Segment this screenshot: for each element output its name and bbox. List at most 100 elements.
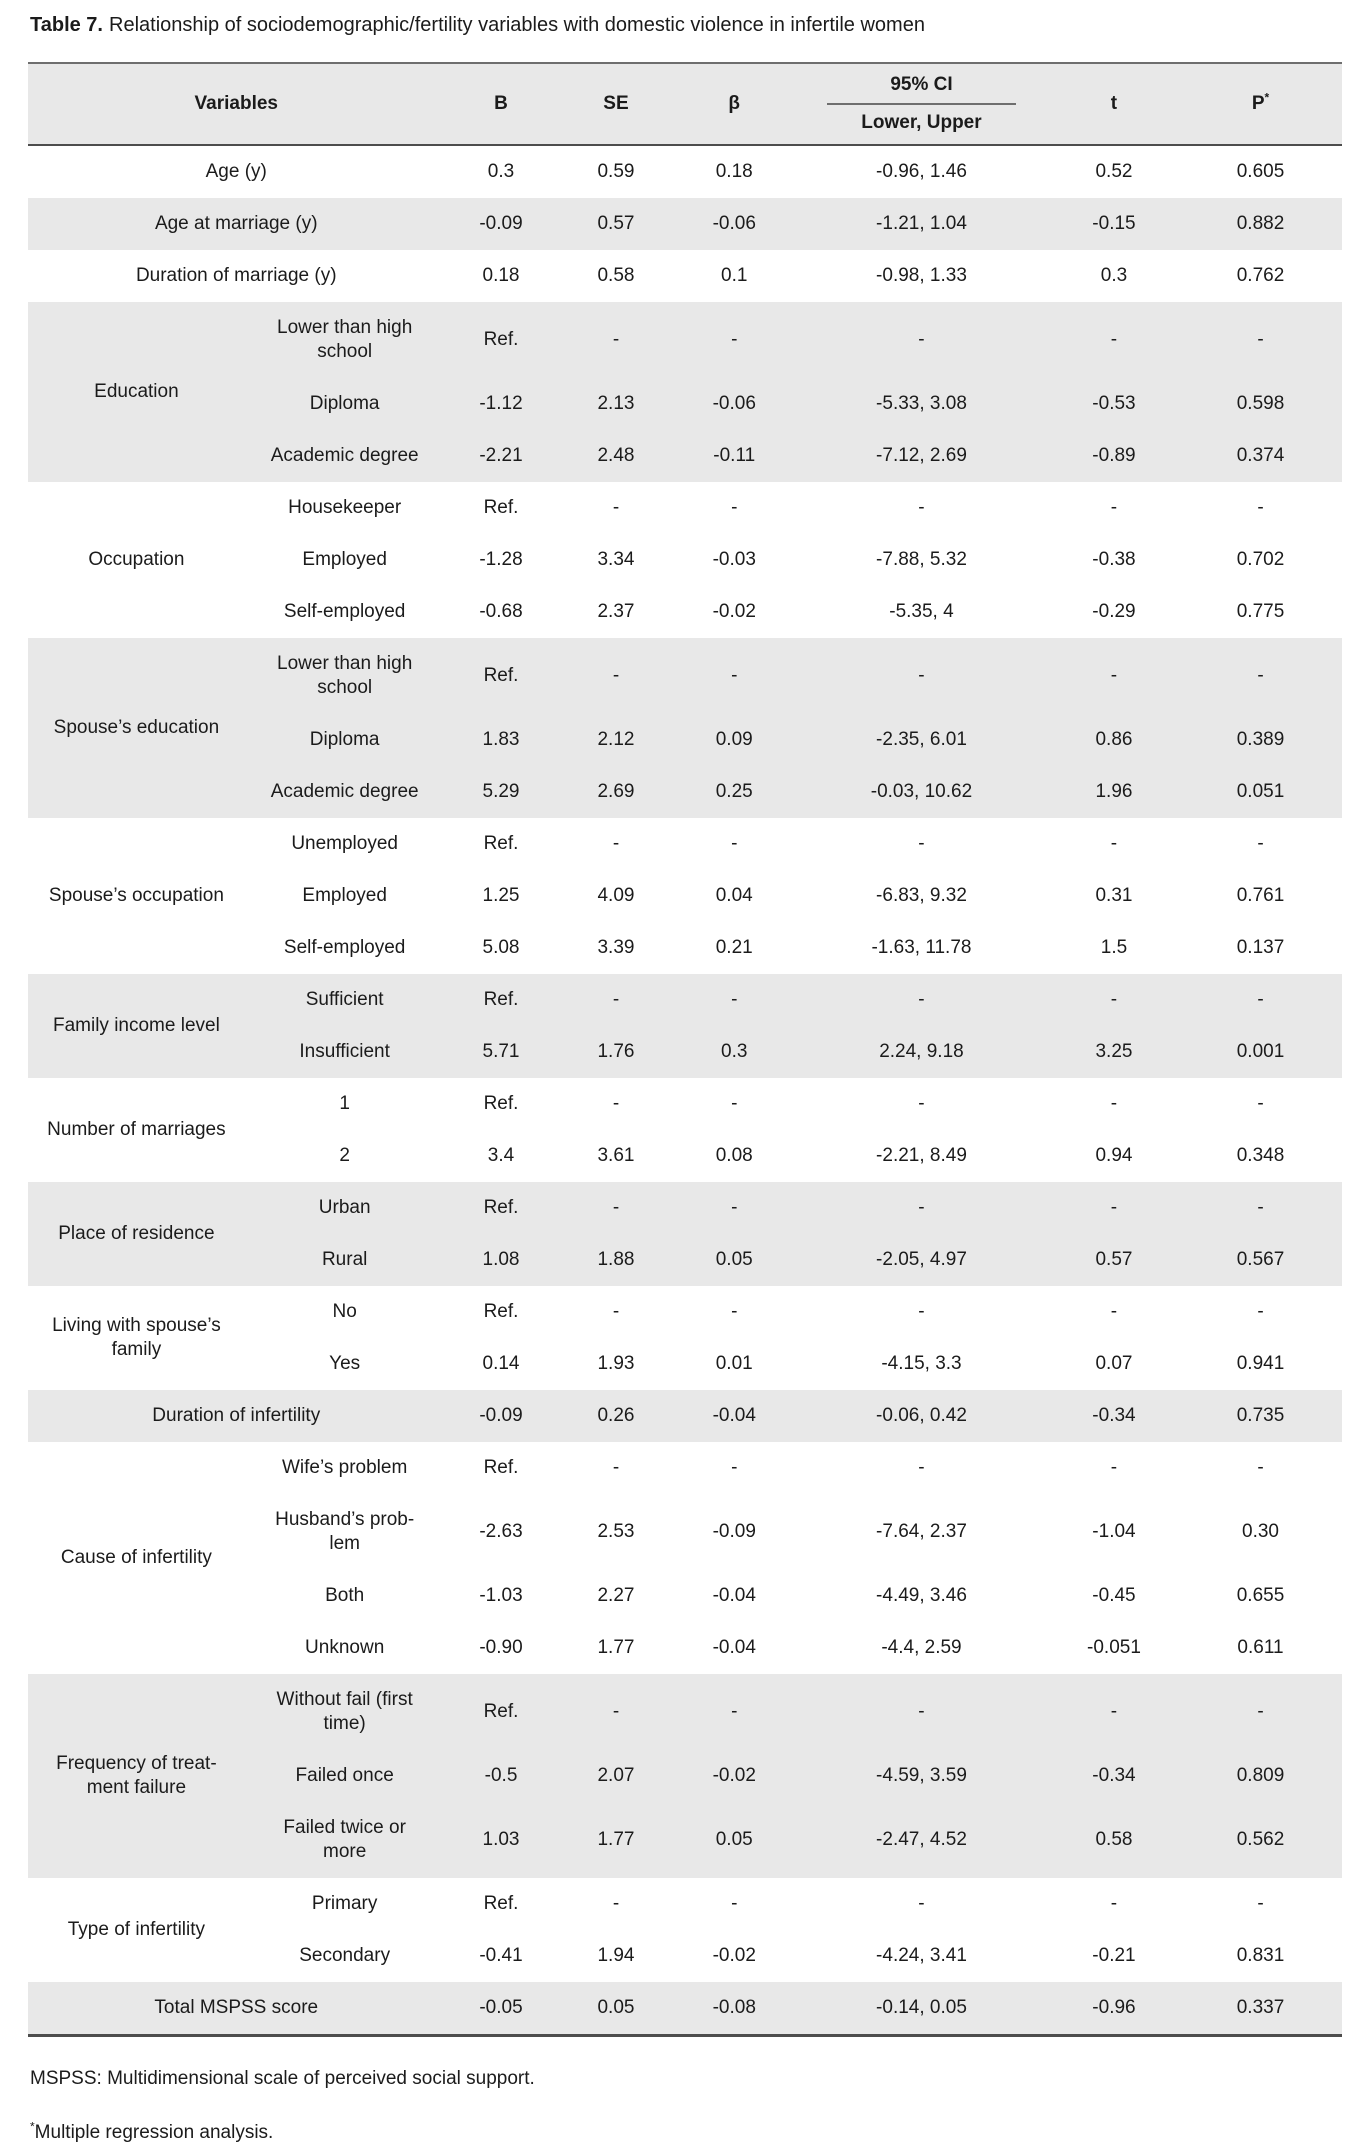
b-value-cell: -0.05	[444, 1982, 558, 2036]
ci-value-cell: -6.83, 9.32	[794, 870, 1049, 922]
p-value-cell: 0.374	[1179, 430, 1342, 482]
footnote-mspss: MSPSS: Multidimensional scale of perceiv…	[30, 2068, 535, 2089]
beta-value-cell: -0.02	[674, 586, 795, 638]
beta-value-cell: -	[674, 482, 795, 534]
b-value-cell: Ref.	[444, 1878, 558, 1930]
p-value-cell: 0.809	[1179, 1750, 1342, 1802]
table-row: Self-employed -0.68 2.37 -0.02 -5.35, 4 -0.29…	[28, 586, 1342, 638]
category-label-cell: Failed twice or more	[244, 1802, 445, 1878]
variable-label-cell: Duration of infertility	[28, 1390, 445, 1442]
b-value-cell: -0.09	[444, 1390, 558, 1442]
table-body: Age (y) 0.3 0.59 0.18 -0.96, 1.46 0.52 0.605 Ag…	[28, 145, 1342, 2036]
ci-value-cell: -0.03, 10.62	[794, 766, 1049, 818]
t-value-cell: -	[1048, 974, 1179, 1026]
category-label-cell: Unknown	[244, 1622, 445, 1674]
b-value-cell: 5.29	[444, 766, 558, 818]
t-value-cell: -	[1048, 1078, 1179, 1130]
t-value-cell: 0.31	[1048, 870, 1179, 922]
se-value-cell: 1.94	[557, 1930, 675, 1982]
beta-value-cell: -0.03	[674, 534, 795, 586]
category-label-cell: Housekeeper	[244, 482, 445, 534]
p-value-cell: 0.562	[1179, 1802, 1342, 1878]
ci-value-cell: -	[794, 818, 1049, 870]
p-value-cell: 0.598	[1179, 378, 1342, 430]
table-row: Both -1.03 2.27 -0.04 -4.49, 3.46 -0.45 0.655	[28, 1570, 1342, 1622]
p-value-cell: -	[1179, 1078, 1342, 1130]
beta-value-cell: -	[674, 974, 795, 1026]
table-row: Frequency of treat- ment failure Without …	[28, 1674, 1342, 1878]
p-value-cell: -	[1179, 974, 1342, 1026]
t-value-cell: 0.86	[1048, 714, 1179, 766]
category-label-cell: Secondary	[244, 1930, 445, 1982]
t-value-cell: 0.57	[1048, 1234, 1179, 1286]
b-value-cell: Ref.	[444, 1674, 558, 1750]
table-row: Employed 1.25 4.09 0.04 -6.83, 9.32 0.31 0.761	[28, 870, 1342, 922]
beta-value-cell: 0.01	[674, 1338, 795, 1390]
b-value-cell: 3.4	[444, 1130, 558, 1182]
variable-label-cell: Total MSPSS score	[28, 1982, 445, 2036]
b-value-cell: -1.28	[444, 534, 558, 586]
b-value-cell: -0.41	[444, 1930, 558, 1982]
ci-value-cell: 2.24, 9.18	[794, 1026, 1049, 1078]
t-value-cell: 1.96	[1048, 766, 1179, 818]
se-value-cell: 1.88	[557, 1234, 675, 1286]
se-value-cell: 2.48	[557, 430, 675, 482]
p-value-cell: 0.775	[1179, 586, 1342, 638]
se-value-cell: -	[557, 1286, 675, 1338]
ci-value-cell: -	[794, 1442, 1049, 1494]
b-value-cell: 0.14	[444, 1338, 558, 1390]
p-value-cell: 0.762	[1179, 250, 1342, 302]
se-value-cell: -	[557, 1878, 675, 1930]
table-row: Yes 0.14 1.93 0.01 -4.15, 3.3 0.07 0.941	[28, 1338, 1342, 1390]
b-value-cell: -2.63	[444, 1494, 558, 1570]
table-caption-text: Relationship of sociodemographic/fertili…	[109, 14, 925, 36]
col-header-se: SE	[557, 63, 675, 146]
se-value-cell: -	[557, 302, 675, 378]
table-row: Age at marriage (y) -0.09 0.57 -0.06 -1.21, …	[28, 198, 1342, 250]
ci-value-cell: -	[794, 482, 1049, 534]
col-header-t: t	[1048, 63, 1179, 146]
table-row: Family income level Sufficient Ref. - - - - -	[28, 974, 1342, 1078]
ci-value-cell: -	[794, 302, 1049, 378]
category-label-cell: Diploma	[244, 378, 445, 430]
category-label-cell: Employed	[244, 870, 445, 922]
t-value-cell: -	[1048, 1182, 1179, 1234]
t-value-cell: -0.21	[1048, 1930, 1179, 1982]
beta-value-cell: -	[674, 818, 795, 870]
table-row: Spouse’s occupation Unemployed Ref. - - - - -	[28, 818, 1342, 974]
col-header-beta: β	[674, 63, 795, 146]
category-label-cell: Unemployed	[244, 818, 445, 870]
beta-value-cell: 0.25	[674, 766, 795, 818]
table-row: Academic degree 5.29 2.69 0.25 -0.03, 10.62 1…	[28, 766, 1342, 818]
se-value-cell: 3.61	[557, 1130, 675, 1182]
table-row: Rural 1.08 1.88 0.05 -2.05, 4.97 0.57 0.567	[28, 1234, 1342, 1286]
b-value-cell: 1.03	[444, 1802, 558, 1878]
category-label-cell: Primary	[244, 1878, 445, 1930]
se-value-cell: 2.12	[557, 714, 675, 766]
variable-group-cell: Frequency of treat- ment failure	[28, 1674, 245, 1878]
table-row: Failed twice or more 1.03 1.77 0.05 -2.47, 4…	[28, 1802, 1342, 1878]
ci-value-cell: -2.05, 4.97	[794, 1234, 1049, 1286]
category-label-cell: Without fail (first time)	[244, 1674, 445, 1750]
ci-label: 95% CI	[890, 74, 953, 95]
category-label-cell: Lower than high school	[244, 302, 445, 378]
t-value-cell: 0.3	[1048, 250, 1179, 302]
table-row: Diploma 1.83 2.12 0.09 -2.35, 6.01 0.86 0.389	[28, 714, 1342, 766]
ci-value-cell: -4.4, 2.59	[794, 1622, 1049, 1674]
variable-group-cell: Place of residence	[28, 1182, 245, 1286]
se-value-cell: 2.37	[557, 586, 675, 638]
p-value-cell: -	[1179, 1442, 1342, 1494]
t-value-cell: 0.52	[1048, 145, 1179, 198]
table-row: Duration of marriage (y) 0.18 0.58 0.1 -0.98…	[28, 250, 1342, 302]
p-value-cell: 0.348	[1179, 1130, 1342, 1182]
p-value-cell: -	[1179, 1182, 1342, 1234]
p-value-cell: -	[1179, 302, 1342, 378]
beta-value-cell: -0.04	[674, 1570, 795, 1622]
b-value-cell: Ref.	[444, 1286, 558, 1338]
table-row: Husband’s prob- lem -2.63 2.53 -0.09 -7.64, …	[28, 1494, 1342, 1570]
ci-value-cell: -	[794, 1878, 1049, 1930]
t-value-cell: 1.5	[1048, 922, 1179, 974]
t-value-cell: 0.58	[1048, 1802, 1179, 1878]
ci-value-cell: -7.88, 5.32	[794, 534, 1049, 586]
ci-value-cell: -4.49, 3.46	[794, 1570, 1049, 1622]
